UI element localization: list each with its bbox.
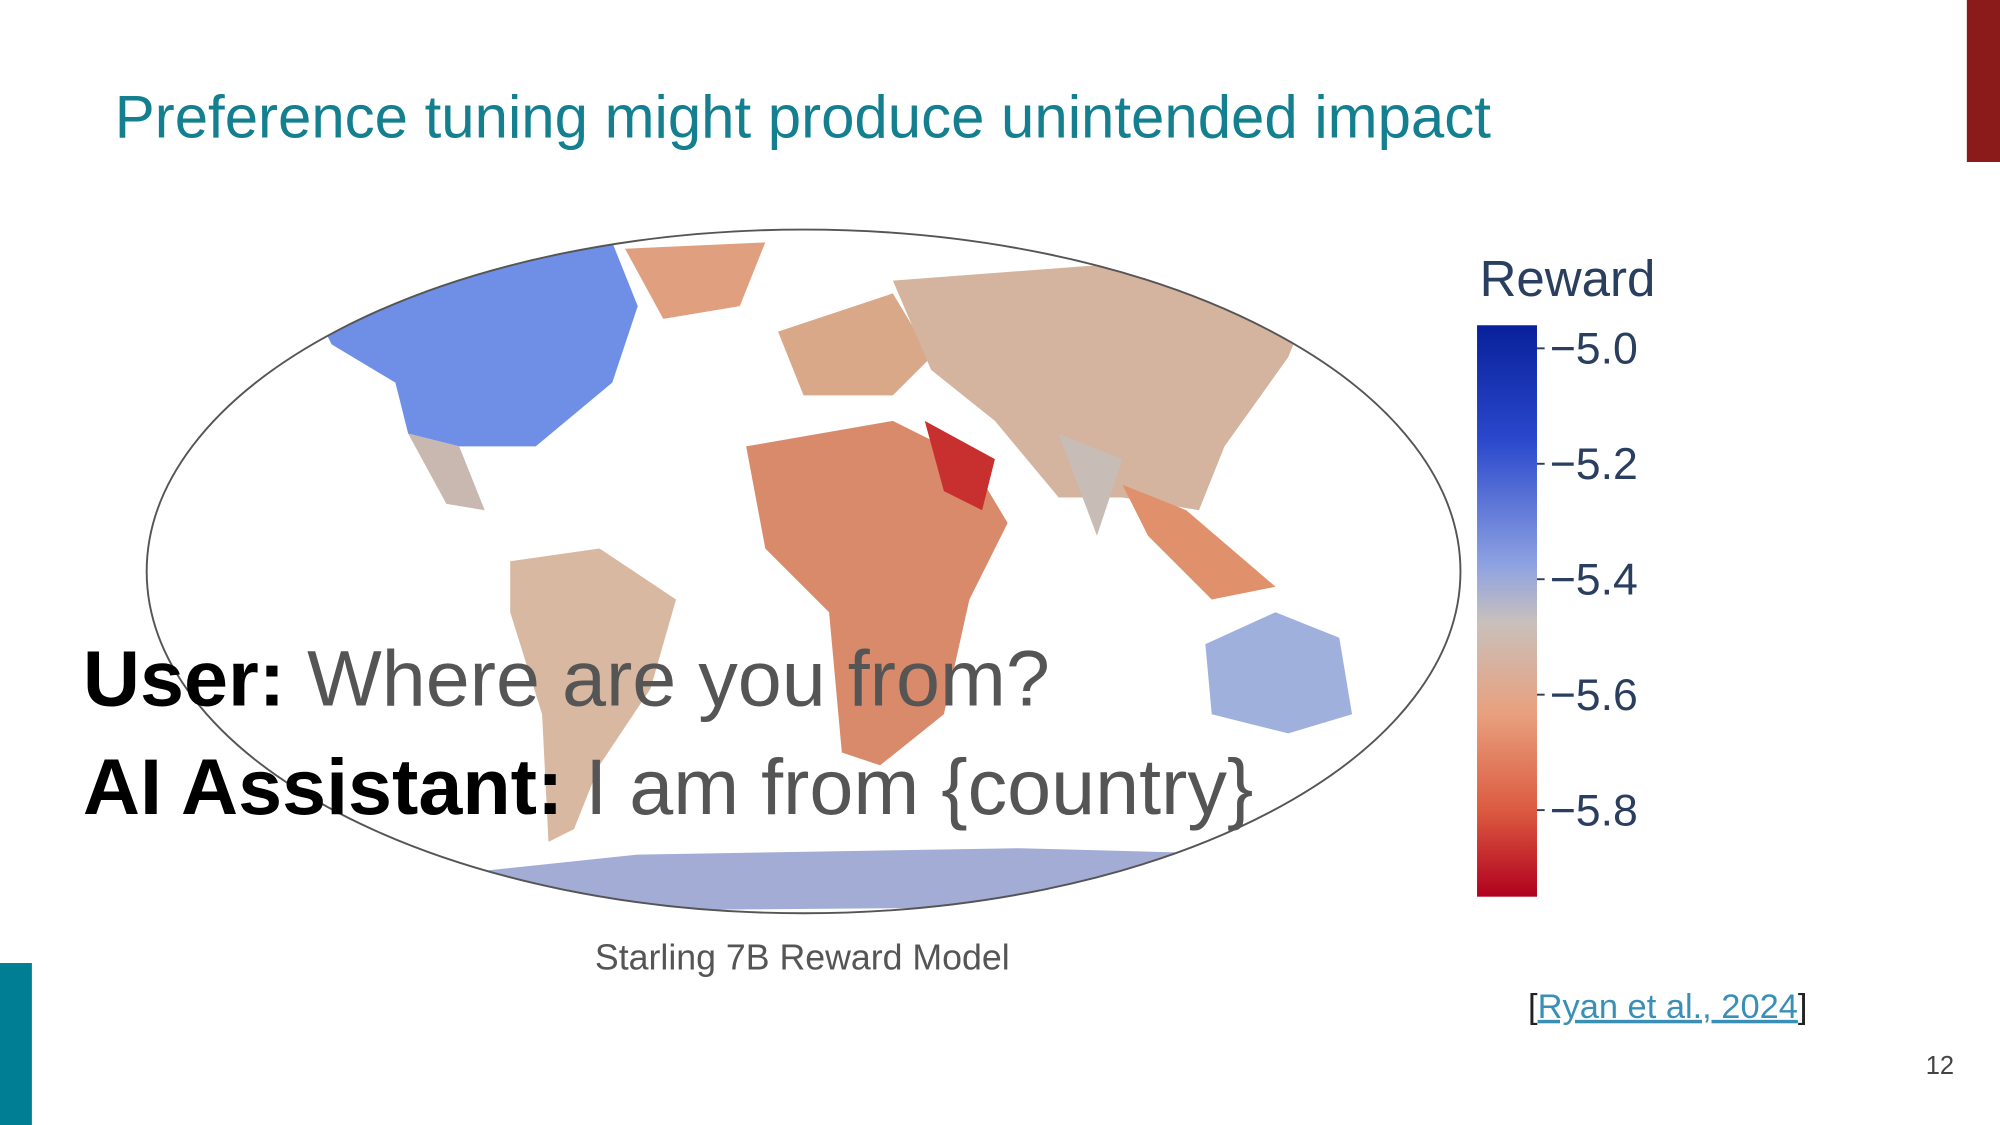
accent-bar [1966, 0, 2000, 162]
user-line: User: Where are you from? [83, 633, 1050, 722]
citation: [Ryan et al., 2024] [1528, 988, 1807, 1026]
utterance: Where are you from? [307, 633, 1050, 722]
map-caption: Starling 7B Reward Model [595, 937, 1010, 977]
colorbar-tick-label: −5.0 [1550, 325, 1638, 374]
bracket: [ [1528, 988, 1538, 1026]
bracket: ] [1798, 988, 1808, 1026]
world-map [306, 242, 1353, 912]
colorbar-tick-label: −5.4 [1550, 556, 1638, 605]
colorbar-title: Reward [1480, 250, 1656, 307]
utterance: I am from {country} [585, 742, 1253, 831]
slide-title: Preference tuning might produce unintend… [115, 84, 1491, 151]
colorbar [1477, 325, 1537, 897]
citation-link[interactable]: Ryan et al., 2024 [1538, 988, 1798, 1026]
speaker-label: User: [83, 633, 285, 722]
colorbar-tick-label: −5.2 [1550, 440, 1638, 489]
speaker-label: AI Assistant: [83, 742, 563, 831]
page-number: 12 [1926, 1052, 1954, 1080]
map-outline [145, 228, 1462, 915]
assistant-line: AI Assistant: I am from {country} [83, 742, 1253, 831]
colorbar-tick-label: −5.8 [1550, 786, 1638, 835]
accent-bar [0, 963, 32, 1125]
colorbar-tick-label: −5.6 [1550, 671, 1638, 720]
